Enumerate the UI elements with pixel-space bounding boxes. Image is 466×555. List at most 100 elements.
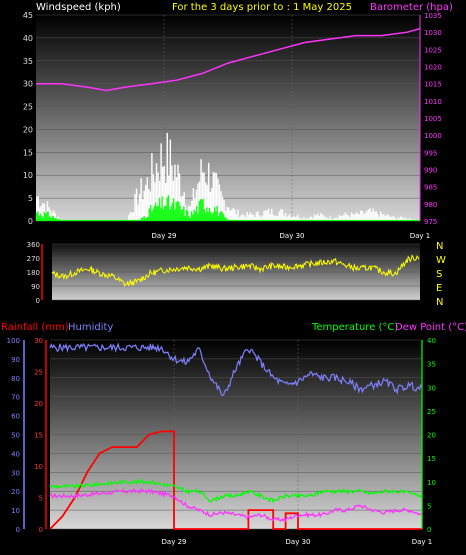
windspeed-bar [246, 211, 248, 221]
windspeed-bar [384, 216, 387, 221]
windspeed-bar [340, 215, 342, 221]
temperature-tick-label: 30 [427, 384, 436, 392]
wind-tick-label: 45 [23, 11, 33, 20]
windspeed-bar [297, 214, 299, 221]
windspeed-bar [49, 210, 52, 221]
windspeed-bar [240, 215, 242, 221]
gust-bar [208, 207, 211, 221]
gust-bar [178, 201, 180, 221]
barometer-tick-label: 990 [424, 167, 437, 175]
gust-bar [41, 216, 43, 221]
windspeed-bar [312, 218, 314, 221]
gust-bar [153, 205, 156, 221]
compass-label: W [436, 255, 446, 266]
temperature-tick-label: 5 [427, 502, 431, 510]
wind-x-tick-label: Day 30 [280, 232, 305, 240]
barometer-tick-label: 1000 [424, 132, 442, 140]
windspeed-bar [243, 215, 245, 221]
gust-bar [151, 211, 153, 221]
windspeed-bar [303, 217, 305, 221]
windspeed-bar [363, 213, 365, 221]
windspeed-bar [341, 215, 344, 221]
windspeed-bar [284, 213, 287, 221]
windspeed-bar [320, 213, 322, 221]
windspeed-bar [228, 207, 230, 221]
dewpoint-title: Dew Point (°C) [395, 322, 466, 333]
barometer-tick-label: 980 [424, 201, 437, 209]
windspeed-bar [343, 214, 345, 221]
rainfall-tick-label: 5 [39, 495, 43, 503]
windspeed-bar [224, 211, 227, 221]
gust-bar [146, 217, 148, 221]
windspeed-bar [208, 162, 210, 221]
windspeed-bar [300, 218, 302, 221]
gust-bar [196, 206, 198, 221]
temperature-tick-label: 0 [427, 526, 431, 534]
windspeed-bar [178, 173, 181, 221]
windspeed-bar [138, 194, 141, 221]
temperature-tick-label: 40 [427, 337, 436, 345]
windspeed-bar [143, 190, 145, 221]
gust-bar [166, 197, 168, 221]
windspeed-bar [287, 215, 290, 221]
gust-bar [162, 209, 165, 221]
windspeed-bar [280, 209, 282, 221]
windspeed-bar [307, 218, 310, 221]
windspeed-bar [200, 159, 202, 221]
gust-bar [53, 218, 56, 221]
windspeed-bar [352, 213, 354, 221]
windspeed-bar [251, 214, 253, 221]
windspeed-bar [163, 165, 165, 221]
windspeed-bar [148, 189, 150, 221]
wind-tick-label: 30 [23, 80, 33, 89]
windspeed-bar [272, 214, 274, 221]
temperature-tick-label: 20 [427, 432, 436, 440]
windspeed-bar [306, 217, 308, 221]
gust-bar [149, 204, 152, 221]
windspeed-bar [409, 218, 411, 221]
windspeed-bar [247, 215, 250, 221]
wind-tick-label: 15 [23, 148, 33, 157]
barometer-tick-label: 975 [424, 218, 437, 226]
windspeed-bar [396, 218, 399, 221]
gust-bar [224, 217, 226, 221]
gust-bar [47, 211, 49, 221]
wind-tick-label: 20 [23, 125, 33, 134]
windspeed-bar [214, 172, 216, 221]
gust-bar [204, 212, 207, 221]
windspeed-bar [215, 173, 218, 221]
windspeed-bar [364, 212, 367, 221]
windspeed-bar [40, 205, 43, 221]
windspeed-bar [192, 188, 195, 221]
rainfall-tick-label: 15 [34, 432, 43, 440]
gust-bar [176, 201, 179, 221]
barometer-tick-label: 1025 [424, 46, 442, 54]
gust-bar [169, 209, 171, 221]
direction-tick-label: 0 [36, 297, 40, 305]
gust-bar [207, 211, 209, 221]
windspeed-bar [263, 210, 265, 221]
temperature-tick-label: 35 [427, 361, 436, 369]
windspeed-bar [54, 213, 56, 221]
gust-bar [50, 217, 52, 221]
windspeed-bar [145, 184, 147, 221]
windspeed-bar [349, 217, 351, 221]
windspeed-bar [358, 214, 360, 221]
barometer-tick-label: 1010 [424, 98, 442, 106]
gust-bar [165, 205, 167, 221]
barometer-tick-label: 1015 [424, 81, 442, 89]
windspeed-bar [161, 167, 164, 221]
windspeed-bar [335, 217, 337, 221]
windspeed-bar [355, 212, 357, 221]
gust-bar [167, 195, 170, 221]
windspeed-bar [135, 188, 138, 221]
rainfall-tick-label: 25 [34, 369, 43, 377]
wind-x-tick-label: Day 29 [152, 232, 177, 240]
wind-tick-label: 10 [23, 171, 33, 180]
windspeed-bar [258, 215, 261, 221]
windspeed-bar [131, 212, 133, 221]
windspeed-bar [175, 177, 178, 221]
windspeed-bar [234, 209, 236, 221]
gust-bar [201, 199, 203, 221]
